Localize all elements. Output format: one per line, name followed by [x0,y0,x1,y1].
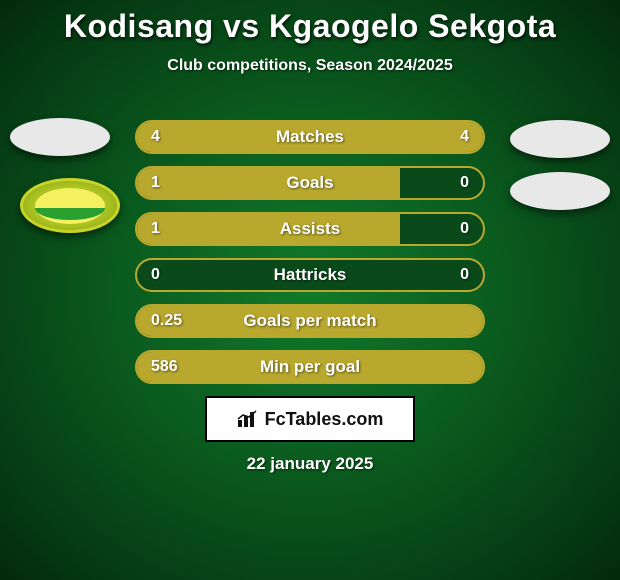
chart-icon [237,410,259,428]
club-badge-right-1 [510,120,610,158]
date-label: 22 january 2025 [0,454,620,474]
comparison-card: Kodisang vs Kgaogelo Sekgota Club compet… [0,0,620,580]
stat-label: Hattricks [137,260,483,290]
stat-row: 586Min per goal [135,350,485,384]
stat-label: Min per goal [137,352,483,382]
stat-row: 10Assists [135,212,485,246]
subtitle: Club competitions, Season 2024/2025 [0,57,620,75]
stat-label: Goals [137,168,483,198]
branding-text: FcTables.com [265,409,384,430]
stat-label: Assists [137,214,483,244]
stat-row: 10Goals [135,166,485,200]
badge-band [35,208,105,220]
club-badge-left-2 [20,178,120,233]
stat-label: Goals per match [137,306,483,336]
branding-badge: FcTables.com [205,396,415,442]
stat-row: 44Matches [135,120,485,154]
page-title: Kodisang vs Kgaogelo Sekgota [0,8,620,45]
club-badge-left-1 [10,118,110,156]
badge-inner [35,188,105,224]
club-badge-right-2 [510,172,610,210]
stat-label: Matches [137,122,483,152]
stat-row: 0.25Goals per match [135,304,485,338]
stat-row: 00Hattricks [135,258,485,292]
stat-rows: 44Matches 10Goals 10Assists 00Hattricks 0.25… [135,120,485,396]
